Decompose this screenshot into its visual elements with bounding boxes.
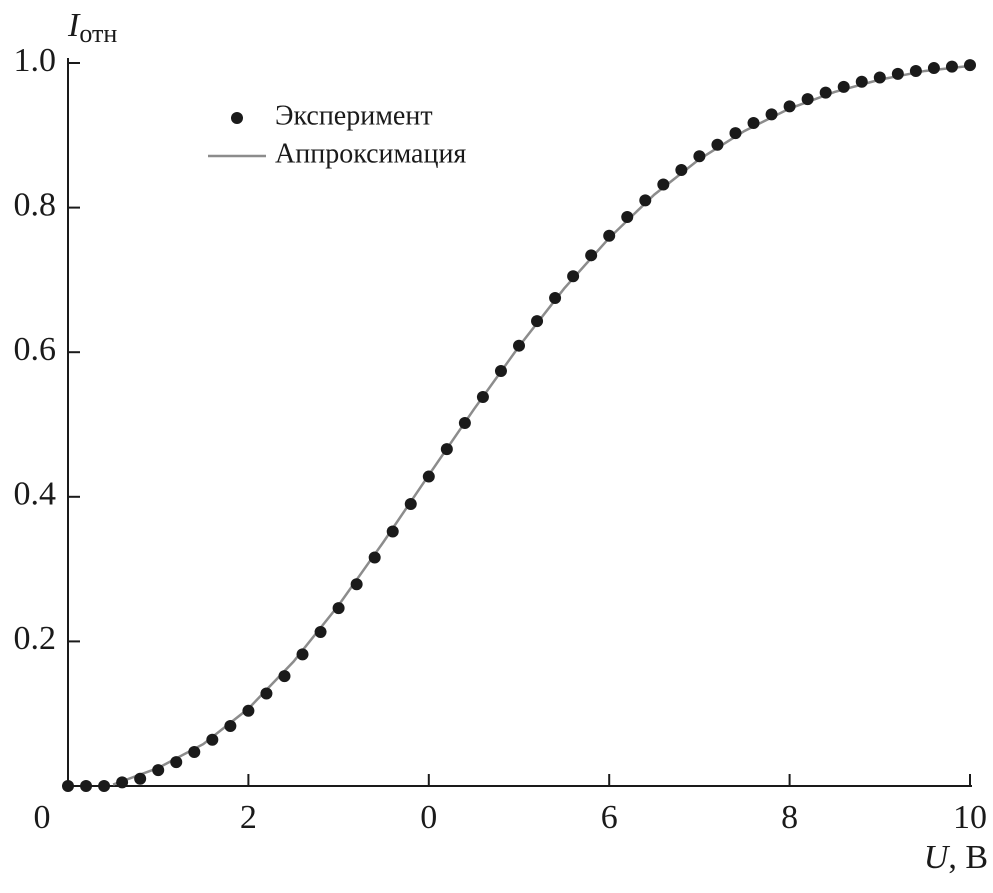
x-tick-label: 0 xyxy=(420,799,437,836)
y-axis-symbol: I xyxy=(67,7,81,44)
data-point xyxy=(260,687,273,700)
x-axis-symbol: U xyxy=(924,839,951,876)
data-point xyxy=(585,249,598,262)
data-point xyxy=(206,733,219,746)
data-point xyxy=(386,525,399,538)
y-tick-label: 0.2 xyxy=(14,620,57,657)
data-point xyxy=(513,339,525,352)
data-point xyxy=(314,626,327,639)
data-point xyxy=(170,756,183,769)
data-point xyxy=(422,470,435,483)
data-point xyxy=(476,391,489,404)
data-point xyxy=(711,138,724,151)
x-tick-label: 6 xyxy=(601,799,618,836)
legend-marker xyxy=(231,112,243,124)
data-point xyxy=(621,210,634,223)
data-point xyxy=(116,776,129,789)
data-point xyxy=(693,150,706,163)
x-tick-label: 2 xyxy=(240,799,257,836)
data-point xyxy=(909,64,922,77)
data-point xyxy=(729,127,742,140)
x-axis-label: U, В xyxy=(924,839,988,876)
data-point xyxy=(296,648,309,661)
data-point xyxy=(747,117,760,130)
y-tick-label: 0.8 xyxy=(14,186,57,223)
data-point xyxy=(783,100,796,113)
data-point xyxy=(819,86,832,99)
data-point xyxy=(368,551,381,564)
data-point xyxy=(188,746,201,759)
data-point xyxy=(873,71,886,84)
data-point xyxy=(494,364,507,377)
y-axis-label: Iотн xyxy=(67,7,117,48)
x-axis-unit: , В xyxy=(948,839,988,876)
y-tick-label: 1.0 xyxy=(14,42,57,79)
x-tick-label: 8 xyxy=(781,799,798,836)
y-axis-subscript: отн xyxy=(79,19,117,48)
data-point xyxy=(837,80,850,93)
data-point xyxy=(639,194,652,207)
data-point xyxy=(531,315,544,328)
legend-label: Эксперимент xyxy=(275,100,433,131)
data-point xyxy=(134,772,147,785)
data-point xyxy=(964,59,976,72)
data-point xyxy=(224,719,237,732)
data-point xyxy=(567,270,580,283)
y-tick-label: 0.6 xyxy=(14,331,57,368)
data-point xyxy=(80,780,93,792)
data-point xyxy=(657,178,670,191)
data-point xyxy=(458,417,471,430)
data-point xyxy=(675,164,688,177)
data-point xyxy=(855,75,868,88)
fit-line xyxy=(112,64,971,786)
data-point xyxy=(765,108,778,121)
data-point xyxy=(62,780,74,792)
legend-label: Аппроксимация xyxy=(275,138,466,169)
data-point xyxy=(945,60,958,73)
data-point xyxy=(98,780,111,792)
data-point xyxy=(549,291,562,304)
y-tick-label: 0.4 xyxy=(14,476,57,513)
x-tick-label: 0 xyxy=(34,799,51,836)
data-point xyxy=(891,67,904,80)
data-point xyxy=(404,498,417,511)
data-point xyxy=(278,670,291,683)
data-point xyxy=(332,602,345,615)
data-point xyxy=(350,578,363,591)
data-point xyxy=(242,704,255,717)
data-point xyxy=(927,62,940,75)
data-point xyxy=(801,93,814,106)
data-point xyxy=(603,229,616,242)
data-point xyxy=(152,764,165,777)
x-tick-label: 10 xyxy=(953,799,987,836)
data-point xyxy=(440,443,453,456)
